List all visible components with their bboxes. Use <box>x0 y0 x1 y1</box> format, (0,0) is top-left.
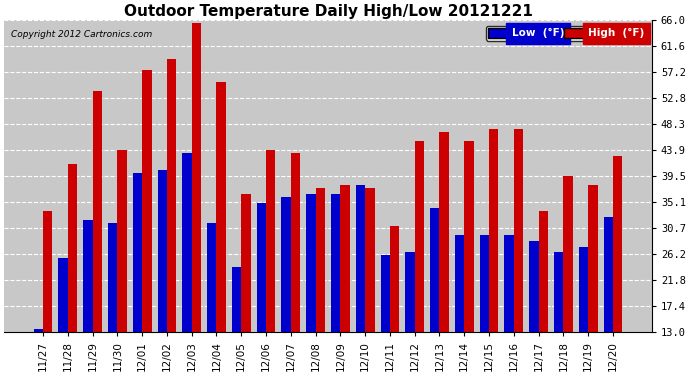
Bar <box>415 141 424 332</box>
Bar <box>504 235 514 332</box>
Bar <box>604 217 613 332</box>
Bar <box>455 235 464 332</box>
Bar <box>217 82 226 332</box>
Bar <box>142 70 152 332</box>
Bar <box>83 220 92 332</box>
Bar <box>207 223 217 332</box>
Bar <box>539 211 548 332</box>
Bar <box>464 141 474 332</box>
Title: Outdoor Temperature Daily High/Low 20121221: Outdoor Temperature Daily High/Low 20121… <box>124 4 533 19</box>
Bar <box>365 188 375 332</box>
Bar <box>257 202 266 332</box>
Bar <box>380 255 390 332</box>
Bar <box>117 150 127 332</box>
Bar <box>340 185 350 332</box>
Bar <box>34 329 43 332</box>
Bar <box>613 156 622 332</box>
Bar <box>529 241 539 332</box>
Bar <box>282 196 290 332</box>
Bar <box>241 194 250 332</box>
Bar <box>306 194 315 332</box>
Bar <box>266 150 275 332</box>
Bar <box>331 194 340 332</box>
Bar <box>430 209 440 332</box>
Bar <box>68 164 77 332</box>
Bar <box>390 226 400 332</box>
Bar <box>315 188 325 332</box>
Bar <box>192 23 201 332</box>
Text: Copyright 2012 Cartronics.com: Copyright 2012 Cartronics.com <box>10 30 152 39</box>
Bar <box>157 170 167 332</box>
Bar <box>554 252 564 332</box>
Bar <box>290 153 300 332</box>
Bar <box>489 129 498 332</box>
Bar <box>232 267 241 332</box>
Bar <box>59 258 68 332</box>
Bar <box>579 247 588 332</box>
Bar <box>356 185 365 332</box>
Bar <box>440 132 449 332</box>
Bar <box>514 129 523 332</box>
Legend: Low  (°F), High  (°F): Low (°F), High (°F) <box>486 26 647 40</box>
Bar <box>108 223 117 332</box>
Bar <box>167 58 177 332</box>
Bar <box>480 235 489 332</box>
Bar <box>564 176 573 332</box>
Bar <box>43 211 52 332</box>
Bar <box>182 153 192 332</box>
Bar <box>132 173 142 332</box>
Bar <box>588 185 598 332</box>
Bar <box>405 252 415 332</box>
Bar <box>92 91 102 332</box>
